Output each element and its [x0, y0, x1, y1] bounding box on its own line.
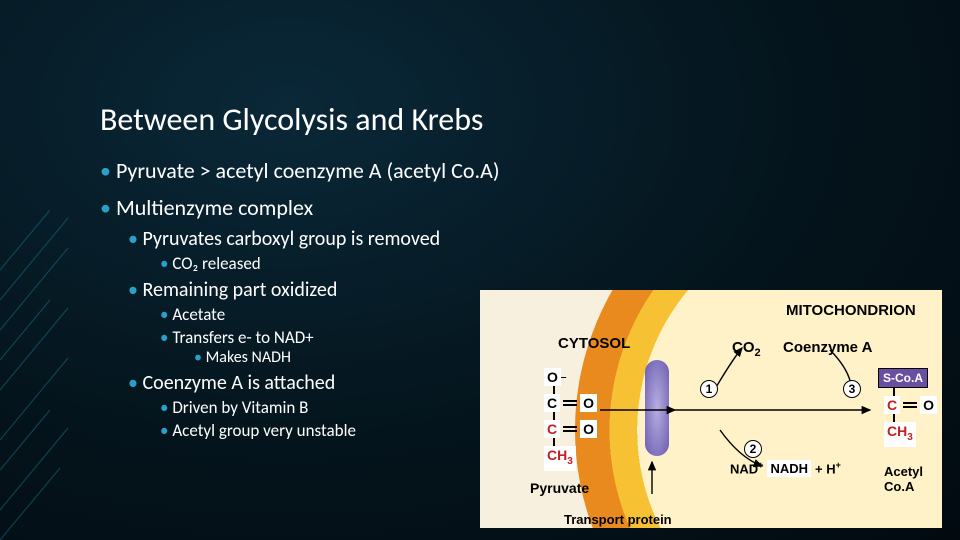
transport-protein-shape: [645, 360, 669, 456]
nadh-label: NADH: [767, 460, 811, 477]
mitochondrion-label: MITOCHONDRION: [786, 302, 916, 319]
bullet-text: Coenzyme A is attached: [142, 371, 335, 395]
coenzyme-a-label: Coenzyme A: [783, 339, 872, 356]
plus-h-label: + H+: [815, 460, 841, 476]
bullet-lvl2: Coenzyme A is attached Driven by Vitamin…: [128, 371, 518, 441]
bullet-text: Multienzyme complex: [116, 194, 313, 221]
acetyl-coa-molecule: CO CH3: [884, 388, 940, 447]
nad-nadh-row: NAD+ NADH + H+: [730, 460, 841, 477]
bullet-lvl3: Acetate: [160, 304, 518, 325]
pyruvate-molecule: O– CO CO CH3: [544, 368, 600, 471]
bullet-lvl3: Driven by Vitamin B: [160, 397, 518, 418]
slide-title: Between Glycolysis and Krebs: [100, 100, 930, 139]
pyruvate-label: Pyruvate: [530, 480, 589, 496]
transport-protein-label: Transport protein: [564, 512, 672, 527]
step-badge-3: 3: [843, 380, 861, 398]
step-badge-1: 1: [700, 380, 718, 398]
bullet-lvl3: Acetyl group very unstable: [160, 420, 518, 441]
bullet-text: Pyruvates carboxyl group is removed: [142, 227, 440, 251]
decorative-lines: [0, 210, 70, 540]
step-badge-2: 2: [744, 440, 762, 458]
cytosol-label: CYTOSOL: [558, 335, 630, 352]
bullet-text: Remaining part oxidized: [142, 278, 337, 302]
nad-plus-label: NAD+: [730, 460, 763, 476]
diagram: CYTOSOL MITOCHONDRION CO2 Coenzyme A Pyr…: [480, 290, 942, 528]
bullet-lvl2: Remaining part oxidized Acetate Transfer…: [128, 278, 518, 367]
co2-label: CO2: [732, 339, 761, 359]
bullet-lvl4: Makes NADH: [194, 348, 518, 367]
bullet-text: Transfers e- to NAD+: [172, 327, 313, 348]
bullet-lvl1: Pyruvate > acetyl coenzyme A (acetyl Co.…: [100, 157, 930, 184]
bullet-lvl3: Transfers e- to NAD+ Makes NADH: [160, 327, 518, 367]
bullet-lvl3: CO₂ released: [160, 253, 518, 274]
acetyl-coa-label: Acetyl Co.A: [884, 464, 942, 494]
bullet-lvl2: Pyruvates carboxyl group is removed CO₂ …: [128, 227, 518, 274]
s-coa-tag: S-Co.A: [878, 368, 928, 388]
